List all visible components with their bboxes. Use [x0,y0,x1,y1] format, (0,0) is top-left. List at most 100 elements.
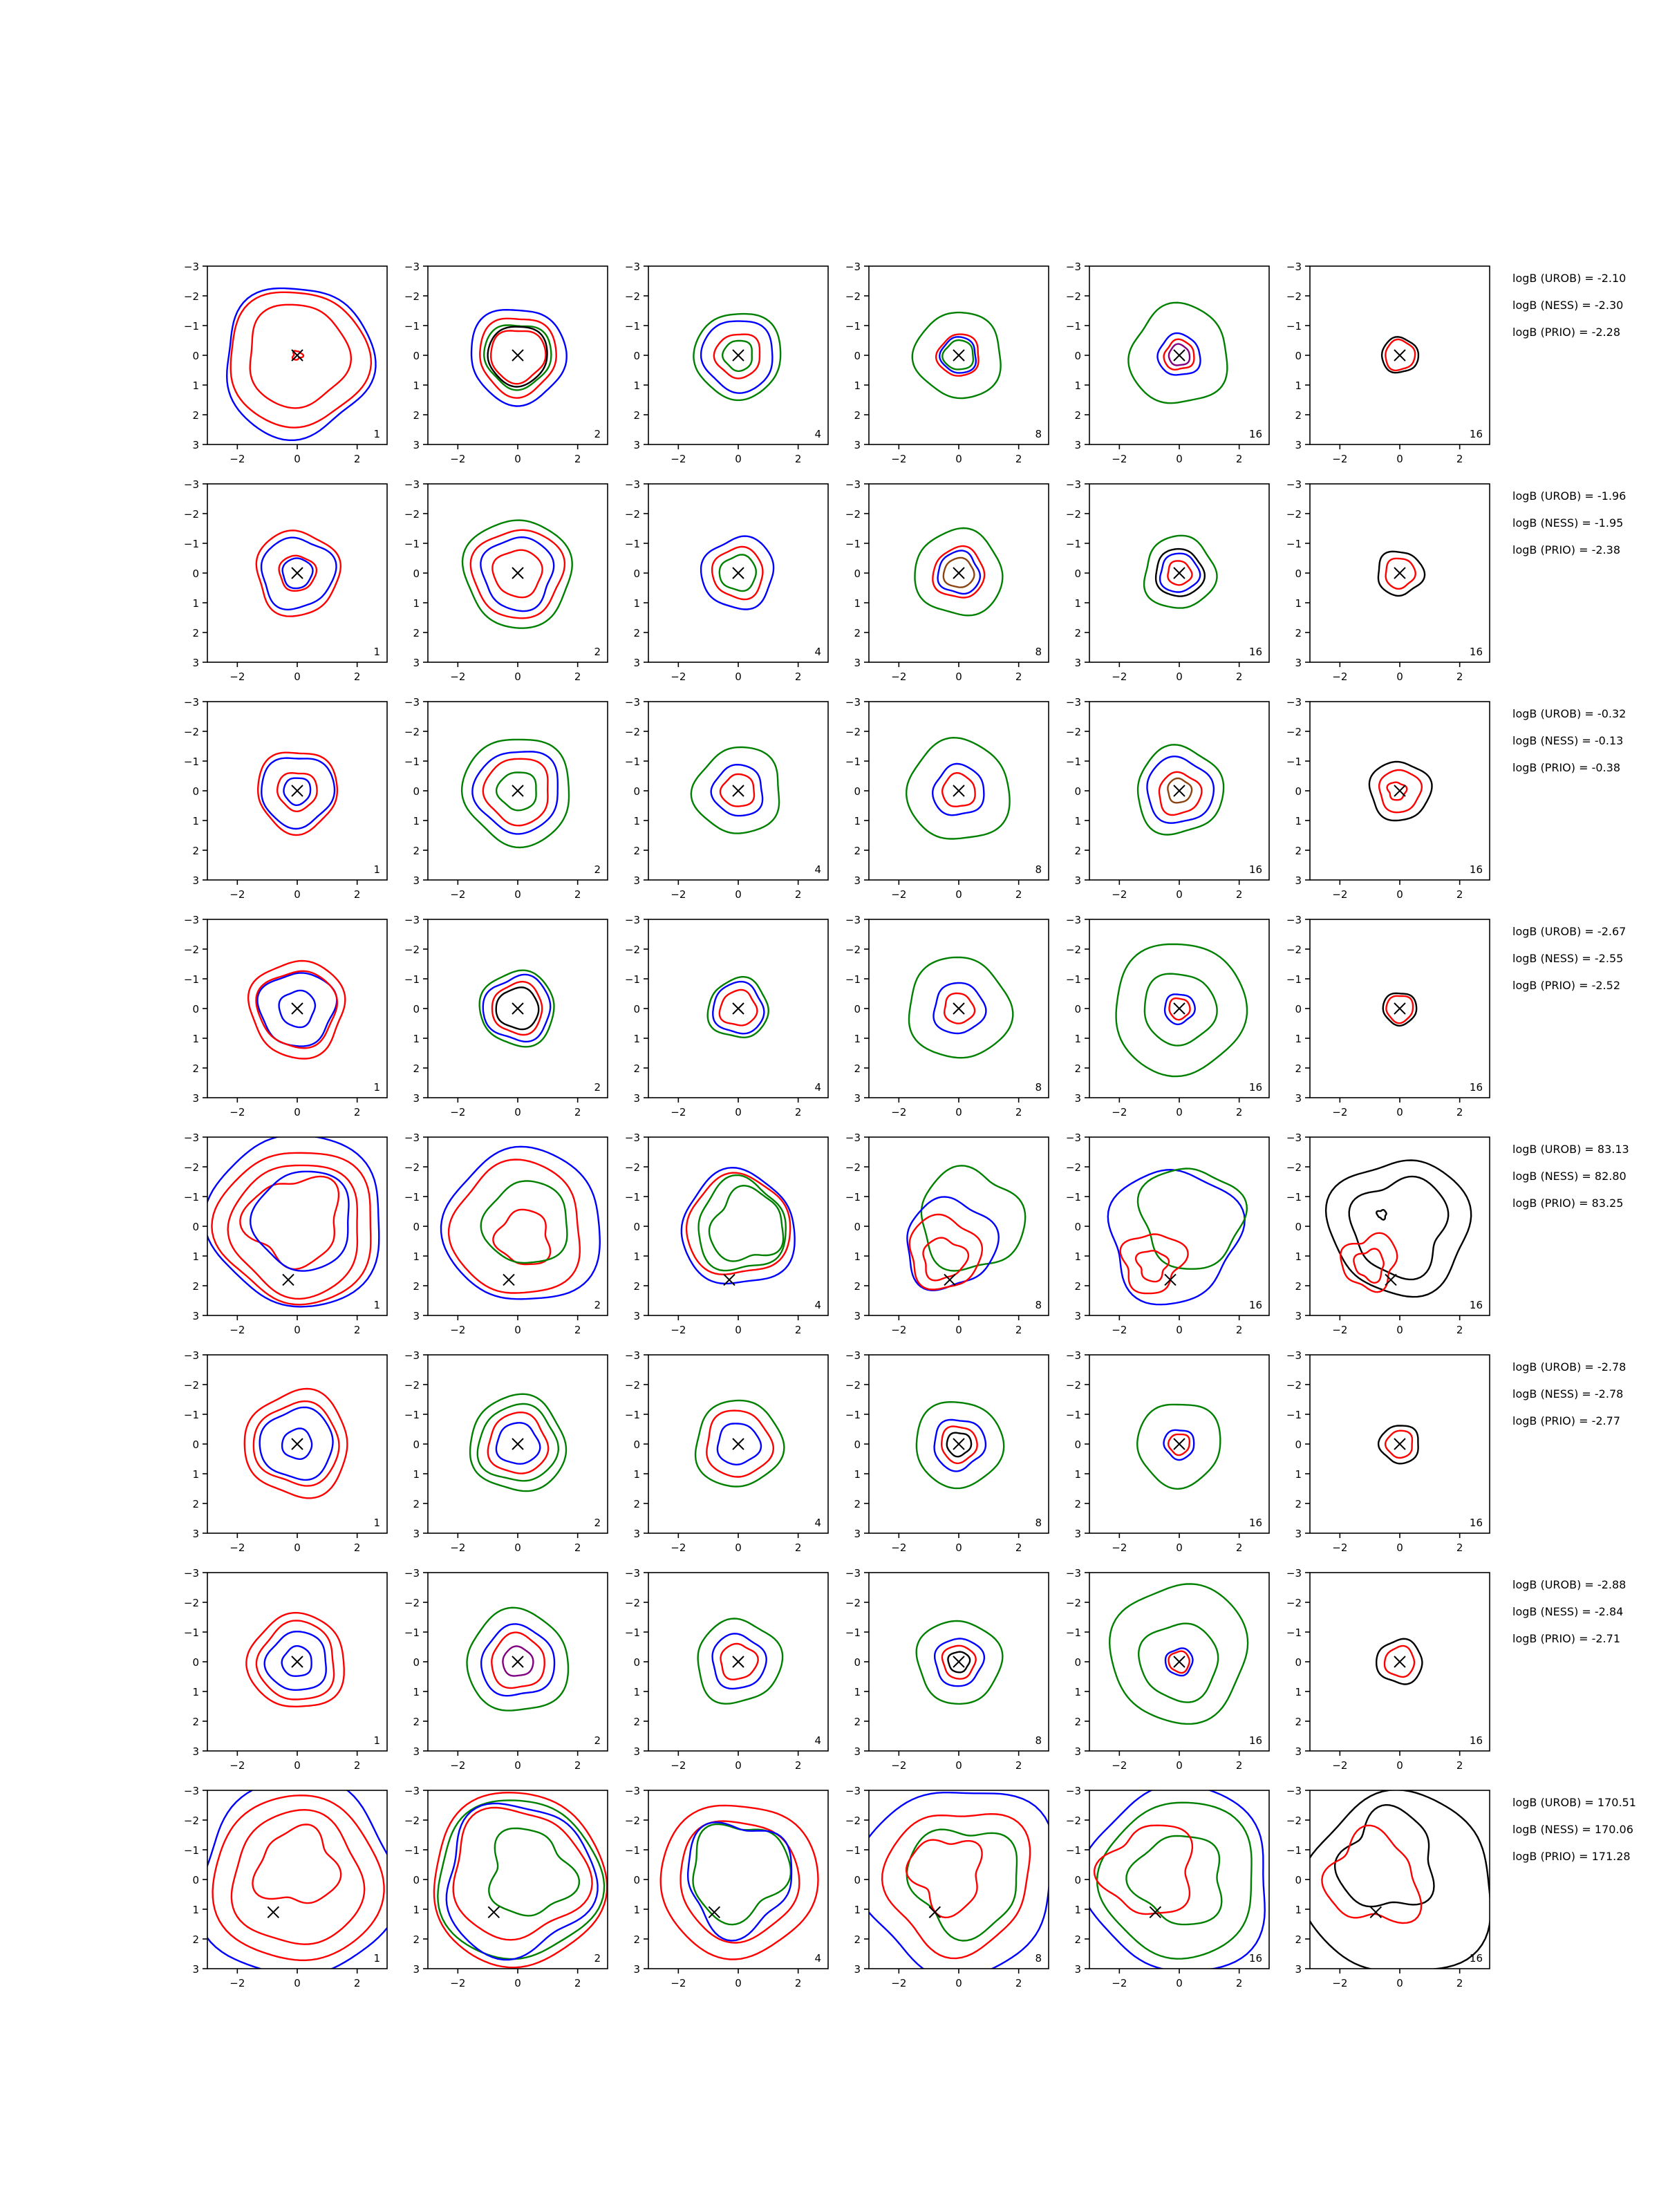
contour-black [487,326,548,388]
y-tick-label: −1 [1066,1191,1081,1203]
contour-red [227,1164,359,1300]
x-tick-label: 2 [1015,1324,1022,1336]
contour-group [911,311,1002,400]
contour-green [911,311,1002,400]
y-tick-label: 1 [633,1904,640,1916]
y-tick-label: −2 [404,1815,420,1827]
y-tick-label: −3 [1286,261,1302,273]
y-tick-label: 1 [854,379,861,392]
y-tick-label: 1 [1074,1904,1081,1916]
y-tick-label: 2 [1295,1498,1302,1510]
logb-annotation: logB (NESS) = -2.30 [1512,299,1623,312]
contour-blue [283,777,312,806]
true-point-marker [1394,1656,1406,1668]
x-tick-label: 0 [294,1541,301,1554]
y-tick-label: 1 [1295,1033,1302,1045]
y-tick-label: −2 [184,944,199,956]
y-tick-label: −1 [1066,320,1081,332]
y-tick-label: −2 [625,1597,640,1609]
x-tick-label: 0 [1176,1759,1183,1772]
contour-red [1385,995,1414,1024]
x-tick-label: 0 [514,1541,521,1554]
panel-number-label: 16 [1470,1081,1483,1094]
contour-green [1136,1403,1221,1490]
contour-brown [1167,777,1193,804]
y-tick-label: −3 [845,914,861,926]
panel-number-label: 4 [814,1734,821,1747]
x-tick-label: −2 [891,453,906,465]
x-tick-label: 0 [735,453,742,465]
contour-red [255,970,339,1049]
contour-black [947,1651,971,1674]
y-tick-label: 3 [854,1310,861,1322]
true-point-marker [953,1656,965,1668]
panel-background [869,1790,1049,1969]
logb-annotation: logB (UROB) = -2.78 [1512,1360,1626,1374]
logb-annotation: logB (UROB) = -2.10 [1512,272,1626,285]
y-tick-label: −2 [404,726,420,738]
contour-black [1368,760,1433,822]
contour-group [466,1606,570,1712]
x-tick-label: 2 [574,1977,581,1989]
x-tick-label: −2 [1112,1759,1127,1772]
y-tick-label: 1 [192,1468,199,1481]
true-point-marker [1394,1002,1406,1015]
contour-green [495,771,537,812]
contour-green [1136,744,1225,836]
contour-blue [207,1137,380,1308]
x-tick-label: 0 [1396,1324,1403,1336]
panel-r6-c6: 3 2 1 0 −1 −2 −3 −2 0 2 16 [1286,1349,1490,1554]
panel-background [1310,1790,1490,1969]
y-tick-label: 2 [192,845,199,857]
y-tick-label: 1 [413,1250,420,1263]
contour-blue [471,751,559,835]
contour-group [460,738,570,849]
contour-blue [710,763,764,817]
y-tick-label: 0 [854,1003,861,1015]
x-tick-label: −2 [1332,1324,1347,1336]
contour-blue [263,1631,327,1691]
panel-number-label: 2 [594,1517,601,1529]
panel-number-label: 16 [1249,1734,1262,1747]
panel-number-label: 8 [1035,1952,1042,1965]
contour-group [915,1400,1005,1490]
x-tick-label: 0 [294,1977,301,1989]
contour-green [708,1184,785,1262]
contour-green [1125,1835,1223,1926]
logb-annotation: logB (UROB) = 83.13 [1512,1143,1629,1156]
panel-r1-c4: 3 2 1 0 −1 −2 −3 −2 0 2 8 [845,261,1049,465]
y-tick-label: −3 [625,1785,640,1797]
panel-number-label: 1 [373,646,380,658]
x-tick-label: 2 [574,888,581,901]
logb-annotation: logB (NESS) = -2.55 [1512,952,1623,965]
contour-green [697,1618,784,1705]
y-tick-label: 3 [1074,1745,1081,1758]
contour-red [491,980,543,1036]
contour-red [935,333,980,377]
contour-red [1321,1824,1423,1924]
x-tick-label: 2 [354,1106,361,1118]
x-tick-label: −2 [891,671,906,683]
logb-annotation: logB (PRIO) = -2.71 [1512,1632,1620,1645]
contour-red [706,1409,775,1478]
y-tick-label: 2 [1074,1933,1081,1946]
contour-green [914,527,1004,617]
x-tick-label: 2 [1456,1759,1463,1772]
x-tick-label: 0 [514,1977,521,1989]
true-point-marker [1149,1906,1162,1919]
x-tick-label: 0 [735,671,742,683]
contour-green [478,969,555,1048]
contour-red [255,529,342,617]
y-tick-label: 3 [1074,439,1081,451]
x-tick-label: 2 [574,453,581,465]
contour-red [252,1400,340,1487]
panel-number-label: 1 [373,428,380,440]
y-tick-label: 0 [413,1656,420,1669]
contour-blue [939,336,977,374]
contour-red [1386,781,1408,801]
y-tick-label: 2 [633,1062,640,1075]
y-tick-label: −1 [845,1409,861,1421]
